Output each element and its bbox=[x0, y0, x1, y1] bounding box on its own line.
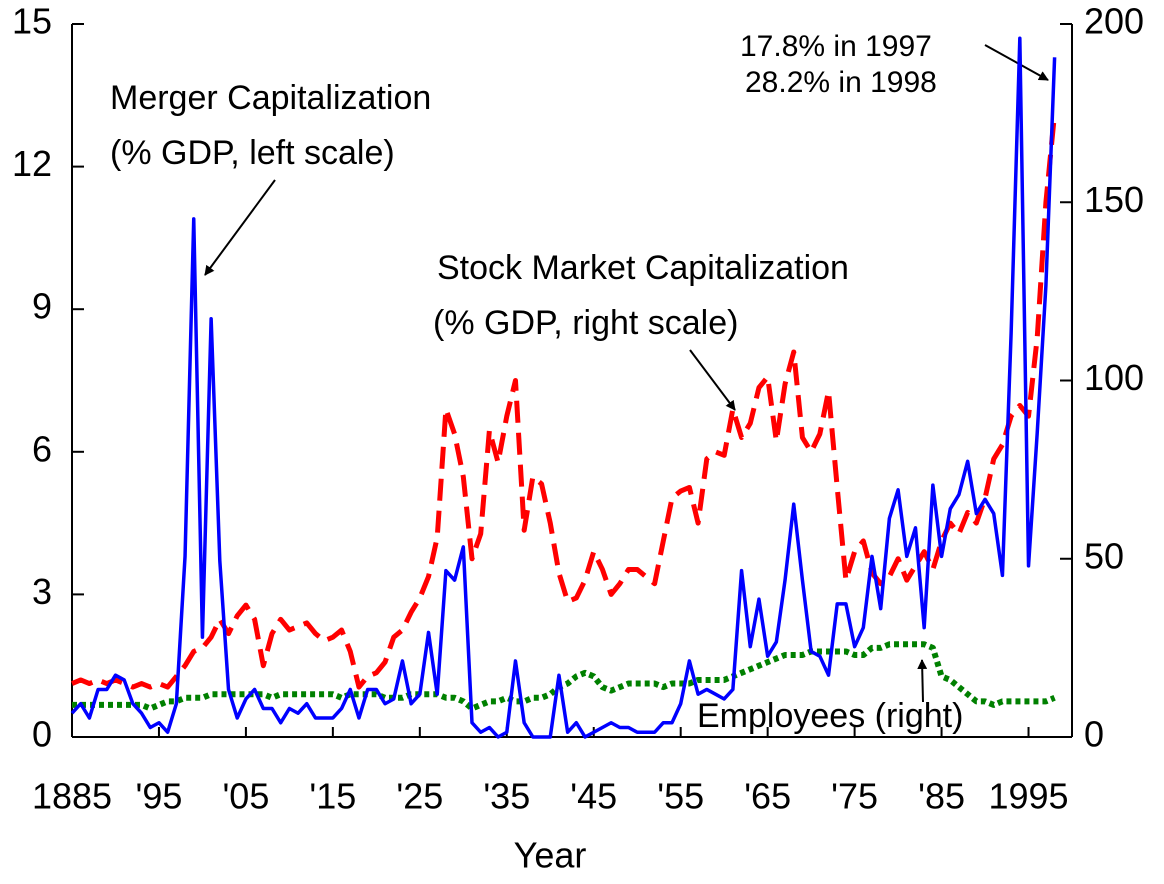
x-tick-label: 1885 bbox=[32, 776, 112, 817]
y-tick-label: 0 bbox=[32, 714, 52, 755]
arrow bbox=[689, 349, 736, 411]
x-tick-label: '85 bbox=[918, 776, 965, 817]
x-tick-label: '45 bbox=[570, 776, 617, 817]
y2-tick-label: 150 bbox=[1084, 179, 1144, 220]
data-line bbox=[70, 36, 1057, 739]
y-tick-label: 15 bbox=[12, 1, 52, 42]
annotation: Employees (right) bbox=[697, 697, 963, 735]
y-tick-label: 12 bbox=[12, 143, 52, 184]
y2-tick-label: 200 bbox=[1084, 1, 1144, 42]
arrow bbox=[917, 659, 928, 703]
x-tick-label: '35 bbox=[483, 776, 530, 817]
arrow bbox=[984, 44, 1049, 81]
annotation: Merger Capitalization bbox=[110, 79, 431, 117]
y2-tick-label: 0 bbox=[1084, 714, 1104, 755]
annotation: Stock Market Capitalization bbox=[437, 249, 849, 287]
arrow bbox=[204, 179, 276, 276]
y2-tick-label: 100 bbox=[1084, 357, 1144, 398]
y-tick-label: 6 bbox=[32, 428, 52, 469]
x-tick-label: '65 bbox=[744, 776, 791, 817]
y2-tick-label: 50 bbox=[1084, 535, 1124, 576]
x-tick-label: '75 bbox=[831, 776, 878, 817]
y-tick-label: 3 bbox=[32, 571, 52, 612]
x-tick-label: '15 bbox=[309, 776, 356, 817]
y-tick-label: 9 bbox=[32, 286, 52, 327]
x-axis-label: Year bbox=[514, 835, 587, 876]
annotation: (% GDP, right scale) bbox=[433, 304, 738, 342]
x-tick-label: '05 bbox=[222, 776, 269, 817]
annotation: (% GDP, left scale) bbox=[110, 134, 395, 172]
data-line bbox=[71, 112, 1058, 690]
annotation: 28.2% in 1998 bbox=[745, 66, 937, 99]
x-tick-label: '55 bbox=[657, 776, 704, 817]
x-tick-label: '95 bbox=[135, 776, 182, 817]
annotation: 17.8% in 1997 bbox=[740, 30, 932, 63]
x-tick-label: '25 bbox=[396, 776, 443, 817]
x-tick-label: 1995 bbox=[988, 776, 1068, 817]
